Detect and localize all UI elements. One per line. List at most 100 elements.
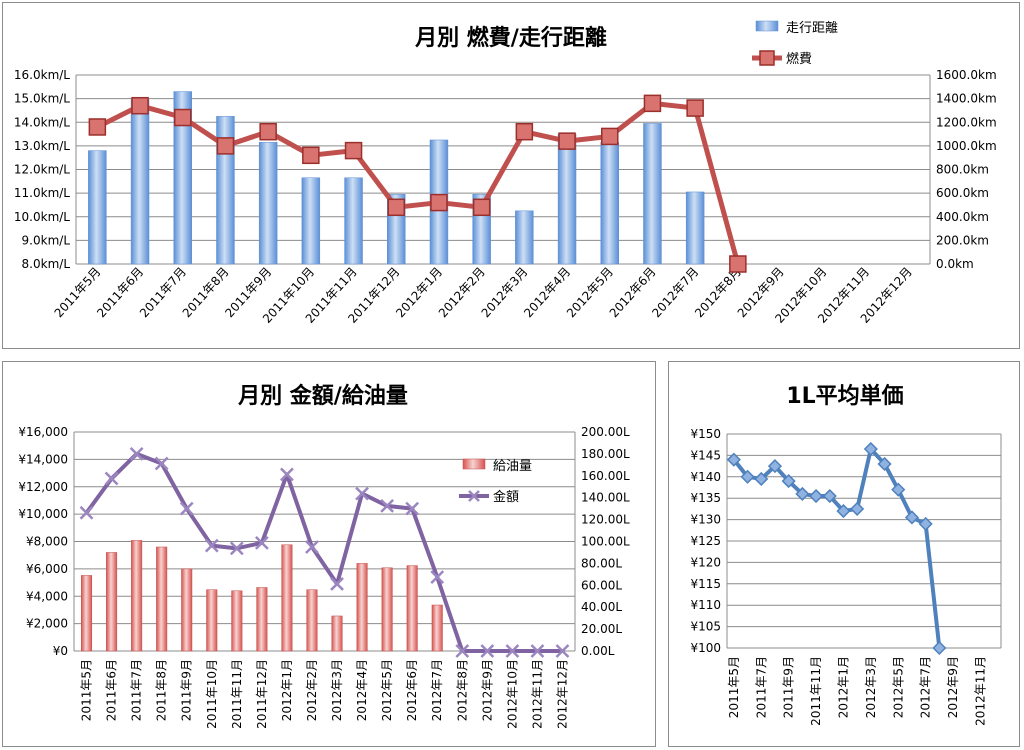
data-point [104, 471, 119, 486]
bar [301, 177, 321, 265]
y-tick-label-right: 200.0km [936, 233, 989, 247]
y-tick-label-left: ¥140 [690, 470, 721, 484]
data-point [781, 474, 796, 489]
y-tick-label-left: ¥115 [690, 577, 721, 591]
bar [306, 589, 318, 652]
bar [231, 590, 243, 652]
y-tick-label-right: 100.00L [581, 535, 630, 549]
y-tick-label-left: 16.0km/L [14, 68, 70, 82]
y-tick-label-left: ¥2,000 [26, 617, 68, 631]
x-tick-label: 2011年12月 [255, 659, 269, 729]
y-tick-label-right: 600.0km [936, 186, 989, 200]
fuel-distance-chart-panel: 月別 燃費/走行距離 8.0km/L 9.0km/L 10.0km/L 11.0km/L… [2, 2, 1020, 349]
data-point [836, 503, 851, 519]
bar [131, 540, 143, 652]
data-point [932, 640, 947, 656]
bar [406, 565, 418, 652]
x-tick-label: 2012年4月 [355, 659, 369, 721]
x-tick-label: 2011年9月 [782, 656, 796, 718]
x-tick-label: 2011年7月 [754, 656, 768, 718]
data-point [154, 456, 169, 471]
x-tick-label: 2012年11月 [530, 659, 544, 729]
chart-title: 月別 金額/給油量 [237, 383, 408, 409]
y-tick-label-left: ¥110 [690, 598, 721, 612]
bar [685, 191, 705, 265]
y-tick-label-right: 1400.0km [936, 92, 997, 106]
y-tick-label-left: 14.0km/L [14, 115, 70, 129]
y-tick-label-left: 13.0km/L [14, 139, 70, 153]
y-tick-label-right: 400.0km [936, 210, 989, 224]
x-tick-label: 2011年7月 [130, 659, 144, 721]
data-point [129, 447, 144, 461]
bar [643, 123, 662, 265]
bar [600, 142, 619, 265]
y-tick-label-left: ¥145 [690, 448, 721, 462]
bar [381, 567, 393, 652]
data-point [254, 535, 269, 550]
x-tick-label: 2012年11月 [973, 656, 987, 726]
y-tick-label-left: ¥135 [690, 491, 721, 505]
data-point [179, 501, 194, 516]
y-tick-label-right: 0.00L [581, 644, 615, 658]
data-point [472, 198, 491, 217]
data-point [405, 501, 420, 516]
data-point [530, 644, 545, 658]
unit-price-chart-panel: 1L平均単価 ¥100 ¥105 ¥110 ¥115 ¥120 ¥125 ¥130 ¥135 ¥1… [668, 361, 1020, 747]
data-point [877, 456, 892, 472]
x-tick-label: 2011年9月 [180, 659, 194, 721]
legend-marker [468, 490, 480, 502]
y-tick-label-left: ¥6,000 [26, 562, 68, 576]
x-tick-label: 2012年3月 [330, 659, 344, 721]
x-tick-label: 2012年3月 [864, 656, 878, 718]
x-tick-label: 2012年1月 [836, 656, 850, 718]
data-point [380, 499, 395, 513]
y-tick-label-right: 800.0km [936, 163, 989, 177]
y-tick-label-right: 0.0km [936, 257, 974, 271]
legend-label: 走行距離 [786, 21, 838, 36]
data-point [740, 469, 755, 484]
bar [173, 91, 192, 265]
y-tick-label-left: ¥16,000 [18, 425, 68, 439]
unit-price-chart: 1L平均単価 ¥100 ¥105 ¥110 ¥115 ¥120 ¥125 ¥130 ¥135 ¥1… [690, 383, 1002, 726]
y-tick-label-left: 11.0km/L [14, 186, 70, 200]
data-point [280, 467, 294, 482]
y-tick-label-left: ¥8,000 [26, 535, 68, 549]
legend-swatch [462, 458, 486, 470]
data-point [229, 541, 244, 556]
x-tick-label: 2012年9月 [480, 659, 494, 721]
legend-label: 給油量 [493, 459, 532, 474]
y-tick-label-left: 10.0km/L [14, 210, 70, 224]
y-tick-label-left: 15.0km/L [14, 92, 70, 106]
bar [331, 615, 343, 652]
data-point [305, 540, 319, 554]
y-tick-label-right: 80.00L [581, 556, 622, 570]
data-point [767, 459, 783, 474]
bar [206, 589, 218, 652]
data-point [302, 146, 320, 165]
x-tick-label: 2012年7月 [430, 659, 444, 721]
data-point [558, 132, 576, 150]
data-point [131, 96, 149, 115]
series-line [84, 451, 563, 653]
x-tick-label: 2012年5月 [380, 659, 394, 721]
y-tick-label-left: ¥130 [690, 513, 721, 527]
data-point [455, 644, 470, 658]
y-tick-label-left: ¥125 [690, 534, 721, 548]
y-tick-label-left: ¥14,000 [18, 452, 68, 466]
data-point [515, 122, 534, 141]
bar [258, 142, 278, 265]
chart-title: 月別 燃費/走行距離 [414, 25, 607, 51]
y-tick-label-right: 160.00L [581, 469, 630, 483]
y-tick-label-right: 40.00L [581, 600, 622, 614]
bar [130, 99, 150, 265]
y-tick-label-left: ¥0 [53, 644, 68, 658]
y-tick-label-left: ¥120 [690, 555, 721, 569]
data-point [808, 488, 824, 504]
bar [515, 210, 534, 265]
y-tick-label-right: 60.00L [581, 578, 622, 592]
data-point [259, 122, 277, 141]
bar [557, 133, 577, 265]
data-point [601, 127, 619, 146]
y-tick-label-right: 200.00L [581, 425, 630, 439]
data-point [643, 94, 662, 113]
